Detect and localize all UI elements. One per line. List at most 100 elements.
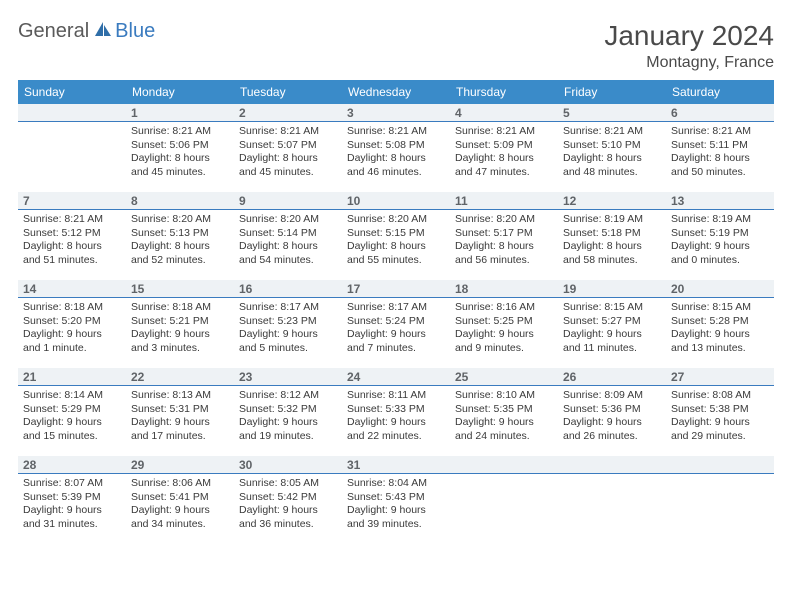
calendar-cell: 25Sunrise: 8:10 AMSunset: 5:35 PMDayligh… (450, 368, 558, 456)
day-data-line: Daylight: 9 hours (239, 416, 337, 430)
day-data-line: Sunset: 5:42 PM (239, 491, 337, 505)
day-data: Sunrise: 8:21 AMSunset: 5:06 PMDaylight:… (126, 122, 234, 186)
calendar-cell: 29Sunrise: 8:06 AMSunset: 5:41 PMDayligh… (126, 456, 234, 544)
calendar-cell: 31Sunrise: 8:04 AMSunset: 5:43 PMDayligh… (342, 456, 450, 544)
day-data-line: Sunrise: 8:05 AM (239, 477, 337, 491)
month-year: January 2024 (604, 20, 774, 52)
day-data-line: Sunrise: 8:07 AM (23, 477, 121, 491)
day-data-line: and 17 minutes. (131, 430, 229, 444)
day-data-line: and 54 minutes. (239, 254, 337, 268)
day-data-line: Daylight: 9 hours (23, 504, 121, 518)
day-data-line: Sunrise: 8:19 AM (671, 213, 769, 227)
calendar-cell: 16Sunrise: 8:17 AMSunset: 5:23 PMDayligh… (234, 280, 342, 368)
day-data-line: and 7 minutes. (347, 342, 445, 356)
day-data-line: Sunset: 5:10 PM (563, 139, 661, 153)
calendar-cell: 24Sunrise: 8:11 AMSunset: 5:33 PMDayligh… (342, 368, 450, 456)
day-data-line: Daylight: 9 hours (671, 240, 769, 254)
day-data-line: Sunrise: 8:13 AM (131, 389, 229, 403)
logo-sail-icon (93, 20, 113, 43)
day-data-line: Sunset: 5:31 PM (131, 403, 229, 417)
weekday-header: Monday (126, 80, 234, 104)
day-data-line: Daylight: 8 hours (239, 240, 337, 254)
day-data: Sunrise: 8:17 AMSunset: 5:24 PMDaylight:… (342, 298, 450, 362)
day-data-line: and 31 minutes. (23, 518, 121, 532)
weekday-header: Wednesday (342, 80, 450, 104)
day-data-line: Daylight: 8 hours (23, 240, 121, 254)
day-data-line: Daylight: 8 hours (671, 152, 769, 166)
day-data-line: Sunrise: 8:15 AM (563, 301, 661, 315)
calendar-cell: 30Sunrise: 8:05 AMSunset: 5:42 PMDayligh… (234, 456, 342, 544)
day-data-line: Daylight: 9 hours (23, 328, 121, 342)
day-data-line: Sunrise: 8:17 AM (347, 301, 445, 315)
calendar-cell: 10Sunrise: 8:20 AMSunset: 5:15 PMDayligh… (342, 192, 450, 280)
day-data: Sunrise: 8:09 AMSunset: 5:36 PMDaylight:… (558, 386, 666, 450)
day-number: 3 (342, 104, 450, 122)
calendar-cell: 19 Sunrise: 8:15 AMSunset: 5:27 PMDayligh… (558, 280, 666, 368)
day-number (18, 104, 126, 122)
day-number: 2 (234, 104, 342, 122)
day-data-line: Sunrise: 8:16 AM (455, 301, 553, 315)
calendar-week-row: 14Sunrise: 8:18 AMSunset: 5:20 PMDayligh… (18, 280, 774, 368)
day-data-line: Daylight: 8 hours (563, 240, 661, 254)
day-data-line: Daylight: 9 hours (131, 416, 229, 430)
logo-text-general: General (18, 20, 89, 43)
day-data-line: and 3 minutes. (131, 342, 229, 356)
calendar-cell: 12Sunrise: 8:19 AMSunset: 5:18 PMDayligh… (558, 192, 666, 280)
day-data-line: Daylight: 9 hours (239, 328, 337, 342)
day-data: Sunrise: 8:16 AMSunset: 5:25 PMDaylight:… (450, 298, 558, 362)
day-number: 21 (18, 368, 126, 386)
weekday-header: Thursday (450, 80, 558, 104)
calendar-cell (558, 456, 666, 544)
calendar-cell (450, 456, 558, 544)
day-data-line: Daylight: 8 hours (455, 240, 553, 254)
day-data-line: Sunrise: 8:18 AM (23, 301, 121, 315)
day-data-line: and 52 minutes. (131, 254, 229, 268)
day-data: Sunrise: 8:11 AMSunset: 5:33 PMDaylight:… (342, 386, 450, 450)
day-data-line: and 50 minutes. (671, 166, 769, 180)
day-data: Sunrise: 8:21 AMSunset: 5:08 PMDaylight:… (342, 122, 450, 186)
day-data-line: Daylight: 9 hours (239, 504, 337, 518)
day-data-line: Daylight: 9 hours (563, 328, 661, 342)
day-number: 25 (450, 368, 558, 386)
day-data-line: Sunrise: 8:20 AM (347, 213, 445, 227)
day-data-line: Sunset: 5:19 PM (671, 227, 769, 241)
day-data-line: Sunrise: 8:21 AM (23, 213, 121, 227)
calendar-cell: 1Sunrise: 8:21 AMSunset: 5:06 PMDaylight… (126, 104, 234, 192)
day-data-line: Daylight: 9 hours (23, 416, 121, 430)
day-data-line: Sunrise: 8:21 AM (347, 125, 445, 139)
day-number: 19 (558, 280, 666, 298)
day-data-line: Daylight: 9 hours (347, 328, 445, 342)
day-number: 18 (450, 280, 558, 298)
day-number: 16 (234, 280, 342, 298)
day-data-line: and 58 minutes. (563, 254, 661, 268)
weekday-header: Sunday (18, 80, 126, 104)
day-data-line: and 39 minutes. (347, 518, 445, 532)
day-data: Sunrise: 8:17 AMSunset: 5:23 PMDaylight:… (234, 298, 342, 362)
day-data: Sunrise: 8:18 AMSunset: 5:20 PMDaylight:… (18, 298, 126, 362)
day-data-line: Sunrise: 8:14 AM (23, 389, 121, 403)
day-data-line: and 36 minutes. (239, 518, 337, 532)
day-number: 17 (342, 280, 450, 298)
day-data: Sunrise: 8:20 AMSunset: 5:13 PMDaylight:… (126, 210, 234, 274)
day-data-line: Daylight: 8 hours (563, 152, 661, 166)
calendar-table: Sunday Monday Tuesday Wednesday Thursday… (18, 80, 774, 544)
day-data-line: Sunset: 5:17 PM (455, 227, 553, 241)
day-data: Sunrise: 8:12 AMSunset: 5:32 PMDaylight:… (234, 386, 342, 450)
day-data-line: Sunset: 5:38 PM (671, 403, 769, 417)
day-number: 13 (666, 192, 774, 210)
calendar-cell: 14Sunrise: 8:18 AMSunset: 5:20 PMDayligh… (18, 280, 126, 368)
day-data (666, 474, 774, 483)
calendar-cell: 13 Sunrise: 8:19 AMSunset: 5:19 PMDayligh… (666, 192, 774, 280)
calendar-cell: 20Sunrise: 8:15 AMSunset: 5:28 PMDayligh… (666, 280, 774, 368)
day-data-line: and 29 minutes. (671, 430, 769, 444)
day-data-line: Sunrise: 8:20 AM (455, 213, 553, 227)
logo: General Blue (18, 20, 155, 43)
calendar-cell: 27Sunrise: 8:08 AMSunset: 5:38 PMDayligh… (666, 368, 774, 456)
day-data-line: Sunset: 5:27 PM (563, 315, 661, 329)
day-data-line: Sunrise: 8:06 AM (131, 477, 229, 491)
day-number: 4 (450, 104, 558, 122)
day-data-line: Sunset: 5:07 PM (239, 139, 337, 153)
day-data-line: Daylight: 9 hours (455, 416, 553, 430)
calendar-cell: 11Sunrise: 8:20 AMSunset: 5:17 PMDayligh… (450, 192, 558, 280)
day-number: 8 (126, 192, 234, 210)
